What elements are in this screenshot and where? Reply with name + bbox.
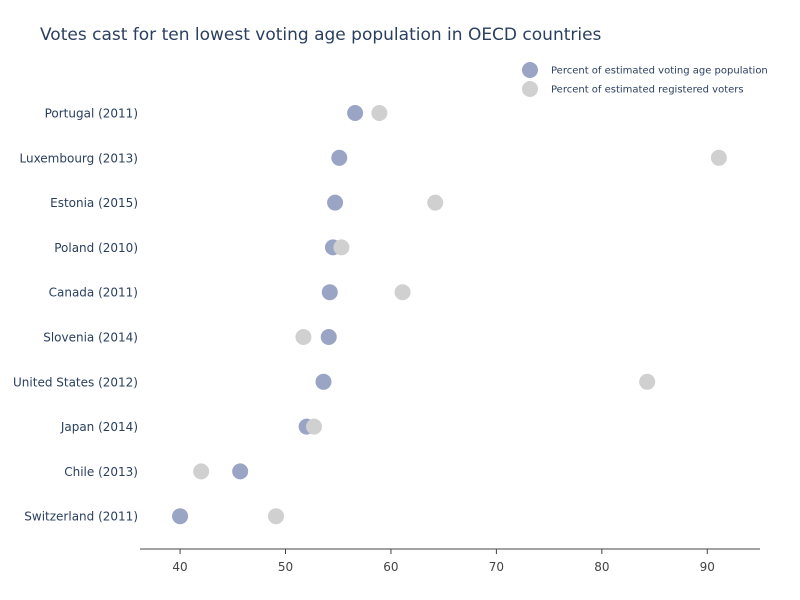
- y-category-label: Portugal (2011): [45, 107, 138, 121]
- voting-age-population-point: [315, 373, 332, 390]
- data-points: [172, 105, 727, 525]
- y-category-label: Poland (2010): [54, 241, 138, 255]
- registered-voters-point: [193, 463, 210, 480]
- legend-marker-voting-age: [522, 62, 538, 78]
- voting-age-population-point: [331, 149, 348, 166]
- x-tick-label: 70: [489, 560, 504, 574]
- chart-title: Votes cast for ten lowest voting age pop…: [40, 25, 602, 45]
- voting-age-population-point: [347, 105, 364, 121]
- legend-label: Percent of estimated registered voters: [551, 85, 744, 96]
- x-tick-label: 80: [594, 560, 609, 574]
- x-tick-label: 60: [383, 560, 398, 574]
- voting-age-population-point: [172, 508, 189, 525]
- registered-voters-point: [305, 418, 322, 435]
- legend-label: Percent of estimated voting age populati…: [551, 66, 768, 77]
- y-axis-labels: Switzerland (2011) Chile (2013) Japan (201…: [13, 107, 138, 524]
- x-tick-label: 40: [172, 560, 187, 574]
- registered-voters-point: [639, 373, 656, 390]
- registered-voters-point: [710, 149, 727, 166]
- y-category-label: Chile (2013): [64, 465, 138, 479]
- y-category-label: Japan (2014): [60, 420, 138, 434]
- x-tick-label: 50: [278, 560, 293, 574]
- voting-age-population-point: [320, 329, 337, 345]
- y-category-label: Switzerland (2011): [24, 510, 138, 524]
- y-category-label: Canada (2011): [49, 286, 138, 300]
- voting-age-population-point: [321, 284, 338, 301]
- registered-voters-point: [295, 329, 312, 345]
- legend-marker-registered: [522, 81, 538, 97]
- registered-voters-point: [394, 284, 411, 301]
- voting-age-population-point: [327, 194, 344, 211]
- y-category-label: Estonia (2015): [50, 196, 138, 210]
- x-tick-label: 90: [700, 560, 715, 574]
- registered-voters-point: [268, 508, 285, 525]
- voting-age-population-point: [232, 463, 249, 480]
- y-category-label: Luxembourg (2013): [19, 151, 138, 165]
- x-axis-ticks: 40 50 60 70 80 90: [172, 549, 715, 574]
- y-category-label: United States (2012): [13, 375, 138, 389]
- registered-voters-point: [427, 194, 444, 211]
- legend: Percent of estimated voting age populati…: [522, 62, 768, 97]
- registered-voters-point: [333, 239, 350, 256]
- y-category-label: Slovenia (2014): [43, 331, 138, 345]
- registered-voters-point: [371, 105, 388, 121]
